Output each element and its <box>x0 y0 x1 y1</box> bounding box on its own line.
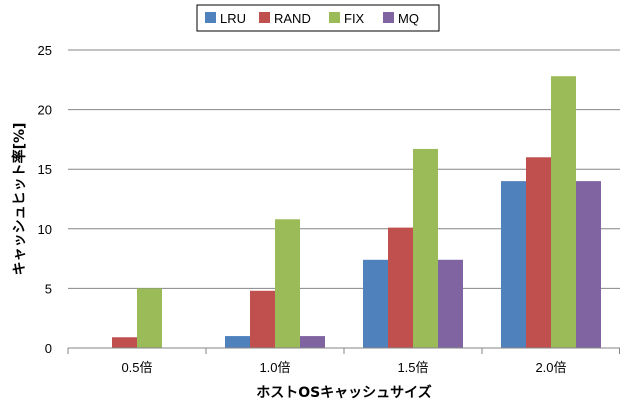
bar-mq-3 <box>576 181 601 348</box>
bar-fix-1 <box>275 219 300 348</box>
y-axis-title: キャッシュヒット率[%] <box>11 123 28 276</box>
x-tick-label: 1.5倍 <box>397 360 428 375</box>
bar-rand-1 <box>250 290 275 348</box>
x-tick-label: 0.5倍 <box>121 360 152 375</box>
legend-swatch-fix <box>329 12 340 23</box>
bar-fix-3 <box>551 76 576 348</box>
bar-lru-1 <box>225 336 250 348</box>
legend-label-mq: MQ <box>398 11 419 26</box>
x-axis-title: ホストOSキャッシュサイズ <box>256 384 432 401</box>
y-tick-label: 5 <box>45 281 52 296</box>
x-tick-label: 2.0倍 <box>535 360 566 375</box>
legend-label-fix: FIX <box>344 11 365 26</box>
bar-rand-3 <box>526 157 551 348</box>
legend-box <box>196 4 440 32</box>
bar-fix-0 <box>137 288 162 348</box>
y-tick-label: 20 <box>38 103 52 118</box>
y-tick-label: 0 <box>45 341 52 356</box>
bar-rand-0 <box>112 337 137 348</box>
bar-lru-2 <box>363 259 388 348</box>
x-tick-label: 1.0倍 <box>259 360 290 375</box>
legend-swatch-lru <box>205 12 216 23</box>
legend-label-rand: RAND <box>274 11 311 26</box>
legend-swatch-rand <box>259 12 270 23</box>
y-tick-label: 25 <box>38 43 52 58</box>
y-tick-label: 15 <box>38 162 52 177</box>
bars <box>112 76 601 348</box>
y-axis-ticks: 0 5 10 15 20 25 <box>38 43 52 356</box>
x-axis-ticks: 0.5倍 1.0倍 1.5倍 2.0倍 <box>67 348 620 375</box>
bar-rand-2 <box>388 227 413 348</box>
bar-mq-2 <box>438 259 463 348</box>
y-tick-label: 10 <box>38 222 52 237</box>
bar-mq-1 <box>300 336 325 348</box>
legend-swatch-mq <box>383 12 394 23</box>
bar-lru-3 <box>501 181 526 348</box>
bar-fix-2 <box>413 148 438 348</box>
legend: LRU RAND FIX MQ <box>196 4 440 32</box>
legend-label-lru: LRU <box>220 11 246 26</box>
